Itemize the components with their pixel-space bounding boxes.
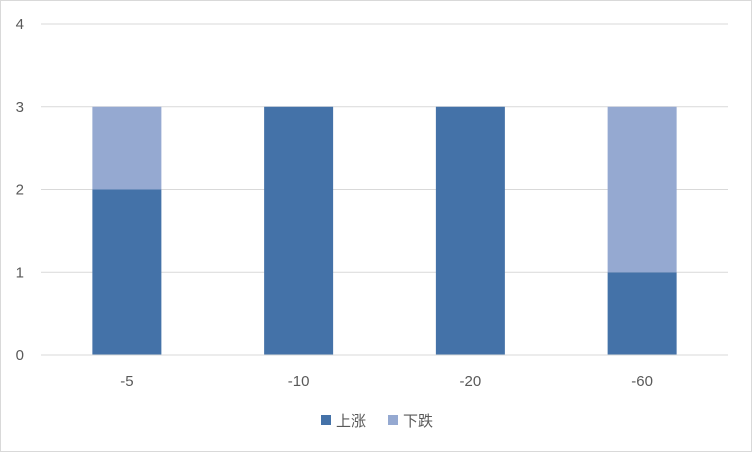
x-tick-label: -5 [120, 373, 133, 390]
x-axis-tick-labels: -5 -10 -20 -60 [120, 373, 653, 390]
bar--60-series-1 [607, 106, 677, 273]
bar--20-series-0 [435, 106, 505, 355]
x-tick-label: -60 [631, 373, 653, 390]
bar--10-series-0 [264, 106, 334, 355]
y-tick-label: 2 [16, 182, 24, 199]
bar--5-series-1 [92, 106, 162, 190]
y-tick-label: 4 [16, 16, 24, 33]
y-tick-label: 1 [16, 264, 24, 281]
x-tick-label: -20 [460, 373, 482, 390]
legend-item-1: 下跌 [388, 412, 433, 430]
bar--60-series-0 [607, 272, 677, 355]
bar--5-series-0 [92, 189, 162, 355]
bars [92, 106, 677, 355]
x-tick-label: -10 [288, 373, 310, 390]
legend-item-0: 上涨 [321, 412, 366, 430]
y-axis-tick-labels: 0 1 2 3 4 [16, 16, 24, 364]
legend-swatch [321, 415, 331, 425]
y-tick-label: 0 [16, 347, 24, 364]
legend-label: 上涨 [336, 412, 366, 430]
legend-label: 下跌 [403, 412, 433, 430]
legend: 上涨 下跌 [321, 412, 433, 430]
legend-swatch [388, 415, 398, 425]
y-tick-label: 3 [16, 99, 24, 116]
